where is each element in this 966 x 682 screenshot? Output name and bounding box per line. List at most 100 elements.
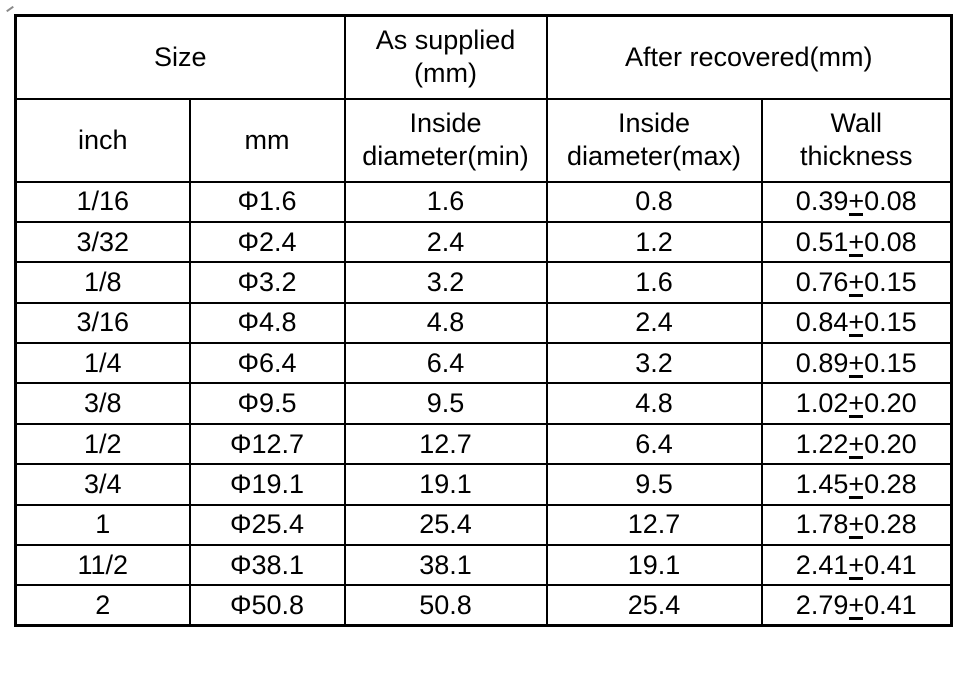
header-size: Size (14, 14, 346, 100)
cell-inch: 1 (14, 503, 191, 547)
wall-base: 1.45 (795, 468, 849, 499)
header-as-supplied: As supplied (mm) (343, 14, 548, 100)
plus-minus-sign: + (848, 549, 865, 580)
wall-base: 2.41 (795, 549, 849, 580)
wall-tolerance: 0.15 (864, 266, 917, 297)
cell-mm: Φ6.4 (188, 342, 346, 385)
plus-minus-sign: + (848, 388, 865, 419)
table-row: 3/16 Φ4.8 4.8 2.4 0.84+0.15 (14, 301, 953, 345)
cell-recovered: 6.4 (545, 422, 763, 466)
table-body: 1/16 Φ1.6 1.6 0.8 0.39+0.08 3/32 Φ2.4 2.… (14, 180, 953, 627)
table-row: 1/8 Φ3.2 3.2 1.6 0.76+0.15 (14, 261, 953, 304)
cell-mm: Φ4.8 (188, 301, 346, 345)
header-inside-diameter-min: Inside diameter(min) (343, 97, 548, 183)
wall-base: 0.84 (795, 307, 849, 338)
wall-tolerance: 0.41 (864, 549, 917, 580)
cell-wall: 0.76+0.15 (760, 261, 953, 304)
cell-recovered: 4.8 (545, 382, 763, 425)
cell-wall: 0.39+0.08 (760, 180, 953, 223)
cell-supplied: 12.7 (343, 422, 548, 466)
wall-tolerance: 0.15 (864, 347, 917, 378)
table-row: 11/2 Φ38.1 38.1 19.1 2.41+0.41 (14, 544, 953, 587)
wall-tolerance: 0.28 (864, 468, 917, 499)
cell-supplied: 19.1 (343, 463, 548, 506)
table-row: 1/2 Φ12.7 12.7 6.4 1.22+0.20 (14, 422, 953, 466)
table-row: 3/4 Φ19.1 19.1 9.5 1.45+0.28 (14, 463, 953, 506)
cell-wall: 2.41+0.41 (760, 544, 953, 587)
cell-supplied: 1.6 (343, 180, 548, 223)
cell-recovered: 0.8 (545, 180, 763, 223)
cell-supplied: 2.4 (343, 220, 548, 264)
plus-minus-sign: + (848, 307, 865, 338)
table-row: 3/8 Φ9.5 9.5 4.8 1.02+0.20 (14, 382, 953, 425)
header-wall-thickness: Wall thickness (760, 97, 953, 183)
table-header: Size As supplied (mm) After recovered(mm… (14, 14, 953, 183)
cell-mm: Φ9.5 (188, 382, 346, 425)
cell-recovered: 12.7 (545, 503, 763, 547)
header-wall-line2: thickness (799, 141, 913, 171)
cell-inch: 3/16 (14, 301, 191, 345)
size-spec-table: Size As supplied (mm) After recovered(mm… (14, 14, 953, 628)
cell-wall: 0.84+0.15 (760, 301, 953, 345)
cell-supplied: 3.2 (343, 261, 548, 304)
cell-wall: 2.79+0.41 (760, 584, 953, 627)
header-row-columns: inch mm Inside diameter(min) Inside diam… (14, 97, 953, 183)
cell-inch: 1/4 (14, 342, 191, 385)
wall-base: 0.76 (795, 266, 849, 297)
cell-inch: 1/2 (14, 422, 191, 466)
cell-supplied: 6.4 (343, 342, 548, 385)
cell-inch: 3/4 (14, 463, 191, 506)
cell-wall: 1.02+0.20 (760, 382, 953, 425)
cell-mm: Φ2.4 (188, 220, 346, 264)
cell-recovered: 2.4 (545, 301, 763, 345)
wall-base: 1.02 (795, 388, 849, 419)
wall-base: 0.39 (795, 186, 849, 217)
wall-tolerance: 0.08 (864, 186, 917, 217)
cell-inch: 11/2 (14, 544, 191, 587)
wall-base: 0.89 (795, 347, 849, 378)
header-after-recovered: After recovered(mm) (545, 14, 953, 100)
cell-inch: 1/16 (14, 180, 191, 223)
cell-mm: Φ25.4 (188, 503, 346, 547)
cell-supplied: 25.4 (343, 503, 548, 547)
plus-minus-sign: + (848, 266, 865, 297)
cell-mm: Φ19.1 (188, 463, 346, 506)
cell-wall: 1.78+0.28 (760, 503, 953, 547)
cell-supplied: 50.8 (343, 584, 548, 627)
header-wall-line1: Wall (830, 108, 883, 138)
header-inch: inch (14, 97, 191, 183)
cell-recovered: 25.4 (545, 584, 763, 627)
plus-minus-sign: + (848, 509, 865, 540)
table-row: 2 Φ50.8 50.8 25.4 2.79+0.41 (14, 584, 953, 627)
scan-artifact-mark (6, 5, 14, 13)
wall-base: 1.78 (795, 509, 849, 540)
cell-mm: Φ12.7 (188, 422, 346, 466)
cell-inch: 3/8 (14, 382, 191, 425)
cell-wall: 1.22+0.20 (760, 422, 953, 466)
wall-tolerance: 0.20 (864, 388, 917, 419)
wall-base: 0.51 (795, 226, 849, 257)
cell-wall: 0.51+0.08 (760, 220, 953, 264)
cell-inch: 2 (14, 584, 191, 627)
header-as-supplied-line2: (mm) (414, 58, 477, 89)
wall-tolerance: 0.15 (864, 307, 917, 338)
table-row: 1 Φ25.4 25.4 12.7 1.78+0.28 (14, 503, 953, 547)
table-row: 3/32 Φ2.4 2.4 1.2 0.51+0.08 (14, 220, 953, 264)
header-mm: mm (188, 97, 346, 183)
table-row: 1/16 Φ1.6 1.6 0.8 0.39+0.08 (14, 180, 953, 223)
header-row-groups: Size As supplied (mm) After recovered(mm… (14, 14, 953, 100)
cell-wall: 0.89+0.15 (760, 342, 953, 385)
plus-minus-sign: + (848, 347, 865, 378)
header-inside-min-line1: Inside (409, 108, 482, 138)
wall-base: 2.79 (795, 589, 849, 620)
cell-recovered: 1.2 (545, 220, 763, 264)
cell-mm: Φ38.1 (188, 544, 346, 587)
table-row: 1/4 Φ6.4 6.4 3.2 0.89+0.15 (14, 342, 953, 385)
cell-supplied: 4.8 (343, 301, 548, 345)
cell-recovered: 19.1 (545, 544, 763, 587)
cell-supplied: 9.5 (343, 382, 548, 425)
header-inside-min-line2: diameter(min) (362, 141, 529, 171)
plus-minus-sign: + (848, 468, 865, 499)
header-inside-max-line2: diameter(max) (566, 141, 742, 171)
